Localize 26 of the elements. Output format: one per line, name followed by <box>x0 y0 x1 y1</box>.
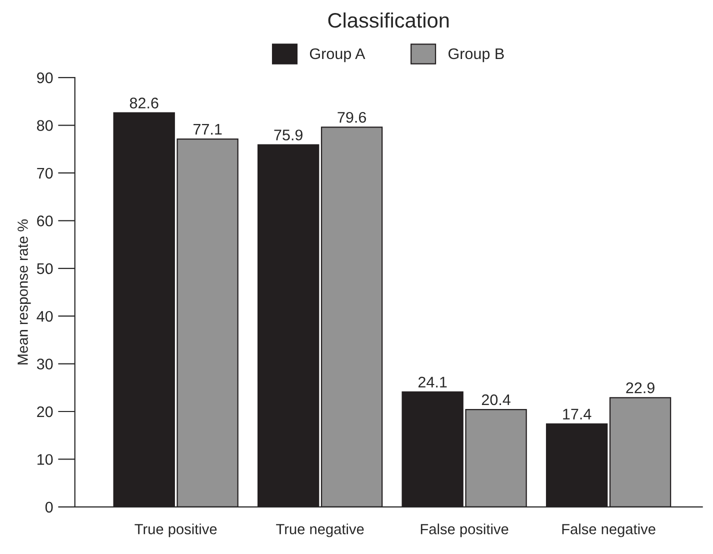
data-label: 82.6 <box>130 98 158 108</box>
data-label: 22.9 <box>626 382 654 394</box>
y-tick-label: 80 <box>37 120 53 131</box>
chart-title: Classification <box>328 12 449 28</box>
x-tick-label: False negative <box>562 524 656 538</box>
data-label: 79.6 <box>338 112 366 123</box>
data-label: 20.4 <box>482 394 510 406</box>
x-tick-label: True negative <box>276 524 364 538</box>
y-tick-label: 70 <box>37 168 53 179</box>
y-tick-label: 20 <box>37 406 53 418</box>
y-tick-label: 0 <box>45 502 53 513</box>
y-tick-label: 40 <box>36 310 53 322</box>
y-tick-label: 60 <box>37 216 53 226</box>
data-label: 75.9 <box>274 130 302 140</box>
legend-label: Group A <box>310 48 366 62</box>
data-label: 77.1 <box>193 124 222 135</box>
x-tick-label: False positive <box>420 524 508 538</box>
y-tick-label: 30 <box>36 358 53 370</box>
legend-label: Group B <box>448 48 504 62</box>
data-label: 24.1 <box>418 376 447 388</box>
data-label: 17.4 <box>563 408 592 420</box>
y-axis-title: Mean response rate % <box>18 219 31 364</box>
y-tick-label: 90 <box>37 72 53 84</box>
y-tick-label: 50 <box>36 263 53 274</box>
x-tick-label: True positive <box>134 524 217 538</box>
y-tick-label: 10 <box>38 454 53 465</box>
